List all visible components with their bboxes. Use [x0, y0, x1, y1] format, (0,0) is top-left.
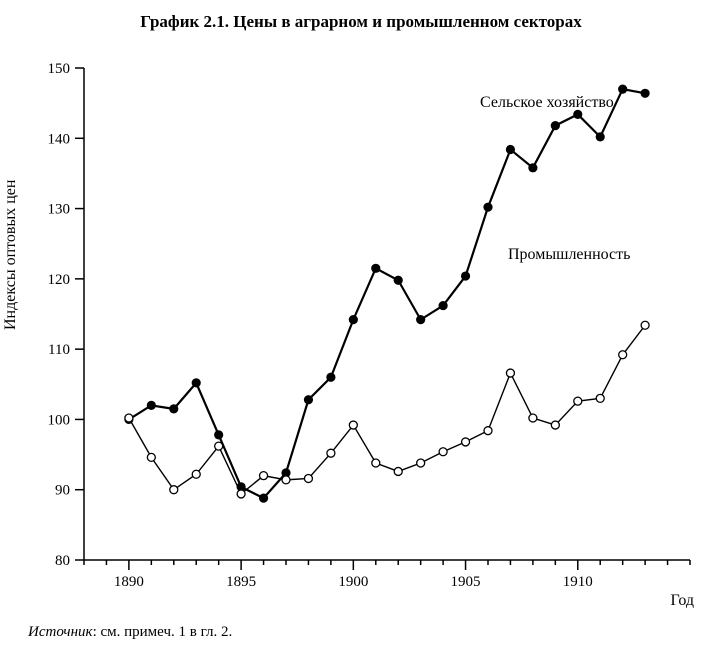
source-text: : см. примеч. 1 в гл. 2. — [93, 624, 233, 640]
svg-text:140: 140 — [48, 131, 71, 147]
svg-text:1890: 1890 — [114, 574, 144, 590]
svg-text:1910: 1910 — [563, 574, 593, 590]
source-label: Источник — [28, 624, 93, 640]
svg-text:100: 100 — [48, 412, 71, 428]
svg-text:150: 150 — [48, 61, 71, 77]
svg-text:120: 120 — [48, 272, 71, 288]
legend-agriculture: Сельское хозяйство — [480, 94, 614, 112]
svg-text:90: 90 — [55, 483, 70, 499]
svg-text:1905: 1905 — [451, 574, 481, 590]
svg-text:110: 110 — [48, 342, 70, 358]
y-axis-label: Индексы оптовых цен — [2, 180, 20, 330]
svg-text:80: 80 — [55, 553, 70, 569]
legend-industry: Промышленность — [508, 246, 630, 264]
source-note: Источник: см. примеч. 1 в гл. 2. — [28, 624, 232, 641]
svg-text:130: 130 — [48, 202, 71, 218]
svg-text:1900: 1900 — [338, 574, 368, 590]
x-axis-label: Год — [670, 592, 694, 610]
svg-text:1895: 1895 — [226, 574, 256, 590]
